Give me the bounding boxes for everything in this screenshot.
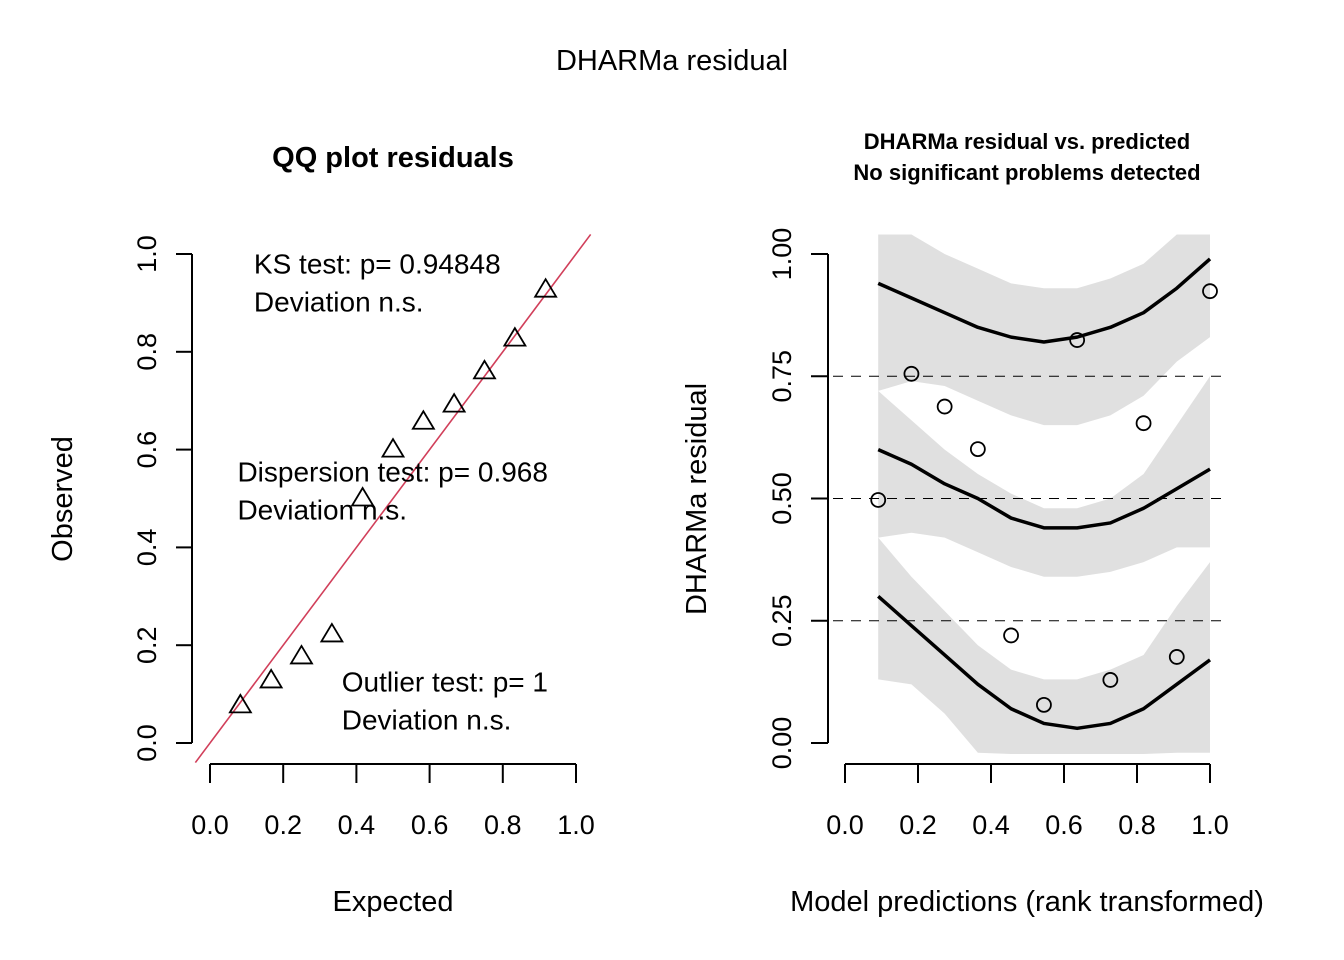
rvp-x-tick-label: 0.0 [826,810,864,840]
rvp-point [1168,649,1185,665]
rvp-y-tick-label: 0.50 [767,472,797,525]
qq-point [259,668,284,689]
qq-annotation-text: Deviation n.s. [254,287,424,318]
qq-point [502,326,527,347]
rvp-y-tick-label: 0.75 [767,350,797,403]
residual-vs-predicted-panel: DHARMa residual vs. predicted No signifi… [681,129,1264,918]
qq-annotation-text: Dispersion test: p= 0.968 [237,456,548,487]
rvp-point [1202,283,1218,300]
qq-annotation-text: Deviation n.s. [237,494,407,525]
rvp-point [969,441,986,458]
qq-point [350,486,375,507]
rvp-point [1102,672,1119,688]
rvp-x-tick-label: 0.4 [972,810,1010,840]
qq-plot-panel: QQ plot residuals Expected Observed 0.0 0… [47,142,595,918]
qq-y-tick-label: 0.2 [132,626,162,664]
qq-x-tick-label: 0.4 [338,810,376,840]
qq-point [380,437,406,458]
quantile-line-q0.50 [877,447,1211,530]
rvp-point [903,365,920,382]
band-middle [878,376,1210,577]
band-upper [878,234,1210,426]
qq-point [289,644,314,665]
quantile-line-q0.25 [877,594,1212,731]
rvp-x-tick-label: 0.2 [899,810,937,840]
qq-annotation-text: KS test: p= 0.94848 [254,249,501,280]
qq-point [533,277,558,298]
rvp-title-line2: No significant problems detected [853,160,1200,185]
rvp-point [1036,696,1052,713]
rvp-ylabel: DHARMa residual [681,383,713,615]
qq-point [472,359,497,380]
rvp-point [1135,415,1152,432]
rvp-x-tick-label: 0.8 [1118,810,1156,840]
qq-y-tick-label: 0.8 [132,333,162,371]
rvp-y-tick-label: 0.25 [767,594,797,647]
rvp-point [870,492,887,508]
qq-point [228,693,253,714]
rvp-point [1003,627,1019,644]
qq-x-tick-label: 1.0 [557,810,595,840]
rvp-title-line1: DHARMa residual vs. predicted [864,129,1190,154]
qq-x-tick-label: 0.8 [484,810,522,840]
qq-annotation-text: Deviation n.s. [342,705,512,736]
qq-x-tick-label: 0.6 [411,810,449,840]
qq-title: QQ plot residuals [272,142,514,174]
rvp-y-tick-label: 1.00 [767,228,797,281]
qq-point [442,392,467,413]
rvp-point [1069,332,1086,348]
qq-y-tick-label: 0.6 [132,431,162,469]
qq-y-tick-label: 0.0 [132,724,162,762]
rvp-y-tick-label: 0.00 [767,717,797,770]
qq-xlabel: Expected [333,886,454,918]
figure-suptitle: DHARMa residual [556,45,788,77]
rvp-x-tick-label: 0.6 [1045,810,1083,840]
qq-y-tick-label: 0.4 [132,529,162,567]
rvp-x-tick-label: 1.0 [1191,810,1229,840]
rvp-xlabel: Model predictions (rank transformed) [790,886,1264,918]
qq-y-tick-label: 1.0 [132,235,162,273]
quantile-line-q0.75 [877,257,1212,344]
band-lower [878,537,1210,754]
qq-point [319,622,344,643]
qq-reference-line [194,233,592,764]
qq-ylabel: Observed [47,436,79,562]
rvp-point [936,398,953,415]
qq-x-tick-label: 0.2 [264,810,302,840]
qq-point [411,409,436,430]
qq-annotation-text: Outlier test: p= 1 [342,667,548,698]
qq-x-tick-label: 0.0 [191,810,229,840]
